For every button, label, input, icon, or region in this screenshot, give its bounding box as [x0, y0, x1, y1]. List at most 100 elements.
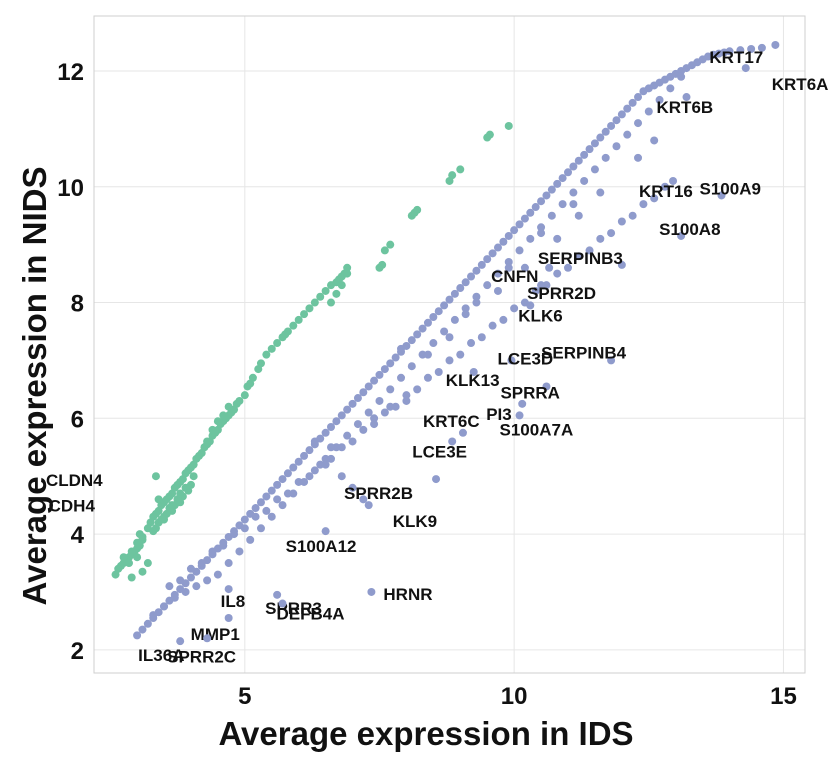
data-point: [537, 223, 546, 232]
x-tick-label: 5: [238, 683, 251, 710]
data-point: [499, 237, 508, 246]
y-tick-label: 10: [57, 175, 84, 202]
x-tick-label: 15: [770, 683, 797, 710]
data-point: [504, 263, 513, 272]
data-point: [208, 425, 217, 434]
data-point: [294, 315, 303, 324]
data-point: [596, 133, 605, 142]
labeled-point-serpinb4: [607, 356, 616, 365]
data-point: [278, 475, 287, 484]
data-point: [423, 318, 432, 327]
data-point: [337, 472, 346, 481]
data-point: [165, 582, 174, 591]
data-point: [483, 255, 492, 264]
gene-label-krt6a: KRT6A: [772, 75, 828, 94]
data-point: [585, 246, 594, 255]
gene-label-klk6: KLK6: [518, 306, 562, 325]
data-point: [176, 576, 185, 585]
data-point: [456, 165, 465, 174]
data-point: [380, 365, 389, 374]
data-point: [213, 570, 222, 579]
data-point: [375, 396, 384, 405]
labeled-point-klk6: [526, 301, 535, 310]
data-point: [757, 43, 766, 52]
data-point: [607, 121, 616, 130]
data-point: [386, 240, 395, 249]
data-point: [283, 327, 292, 336]
data-point: [386, 385, 395, 394]
data-point: [246, 535, 255, 544]
data-point: [440, 301, 449, 310]
data-point: [133, 538, 142, 547]
data-point: [617, 217, 626, 226]
data-point: [127, 573, 136, 582]
data-point: [526, 234, 535, 243]
data-point: [294, 457, 303, 466]
data-point: [353, 420, 362, 429]
data-point: [537, 197, 546, 206]
ticks-layer: 5 10 15 2 4 6 8 10 12: [57, 59, 797, 710]
data-point: [203, 437, 212, 446]
data-point: [273, 480, 282, 489]
labeled-point-sprr2c: [203, 634, 212, 643]
data-point: [378, 260, 387, 269]
gene-label-serpinb4: SERPINB4: [541, 343, 627, 362]
labeled-point-s100a12: [321, 527, 330, 536]
gene-label-cldn4: CLDN4: [46, 471, 103, 490]
gene-label-s100a7a: S100A7A: [500, 420, 574, 439]
data-point: [278, 501, 287, 510]
data-point: [310, 466, 319, 475]
labeled-point-klk9: [364, 501, 373, 510]
labeled-point-serpinb3: [617, 260, 626, 269]
data-point: [240, 391, 249, 400]
labeled-point-krt6c: [458, 428, 467, 437]
gene-label-mmp1: MMP1: [191, 625, 240, 644]
data-point: [267, 486, 276, 495]
data-point: [189, 472, 198, 481]
data-point: [413, 205, 422, 214]
data-point: [283, 469, 292, 478]
data-point: [114, 564, 123, 573]
data-point: [300, 310, 309, 319]
data-point: [127, 547, 136, 556]
labeled-point-krt6a: [741, 64, 750, 73]
data-point: [375, 370, 384, 379]
data-point: [477, 260, 486, 269]
data-point: [655, 95, 664, 104]
data-point: [526, 208, 535, 217]
data-point: [623, 130, 632, 139]
data-point: [423, 373, 432, 382]
data-point: [289, 321, 298, 330]
data-point: [327, 443, 335, 452]
data-point: [343, 405, 352, 414]
points-layer: [111, 43, 766, 640]
data-point: [558, 174, 567, 183]
data-point: [181, 587, 190, 596]
data-point: [580, 176, 589, 185]
data-point: [413, 330, 422, 339]
labeled-point-il8: [224, 585, 233, 594]
data-point: [348, 483, 357, 492]
labeled-point-krt6b: [682, 93, 691, 102]
data-point: [321, 286, 330, 295]
data-point: [531, 286, 540, 295]
data-point: [450, 289, 459, 298]
data-point: [186, 573, 195, 582]
data-point: [612, 142, 621, 151]
data-point: [181, 483, 190, 492]
y-tick-label: 8: [71, 291, 84, 318]
data-point: [542, 191, 551, 200]
data-point: [472, 266, 481, 275]
data-point: [364, 408, 373, 417]
labeled-point-lce3e: [448, 437, 457, 446]
data-point: [477, 333, 486, 342]
labeled-point-il36a: [176, 637, 185, 646]
data-point: [504, 121, 513, 130]
data-point: [574, 211, 583, 220]
data-point: [273, 495, 282, 504]
data-point: [370, 414, 379, 423]
gene-label-krt6c: KRT6C: [423, 412, 480, 431]
gene-label-klk13: KLK13: [446, 371, 500, 390]
gene-label-s100a8: S100A8: [659, 220, 720, 239]
